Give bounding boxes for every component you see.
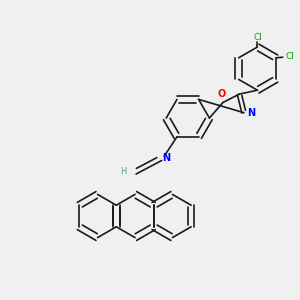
Text: Cl: Cl [285,52,294,61]
Text: N: N [162,153,170,164]
Text: H: H [120,167,127,176]
Text: Cl: Cl [254,33,262,42]
Text: N: N [248,108,256,118]
Text: O: O [217,89,226,99]
